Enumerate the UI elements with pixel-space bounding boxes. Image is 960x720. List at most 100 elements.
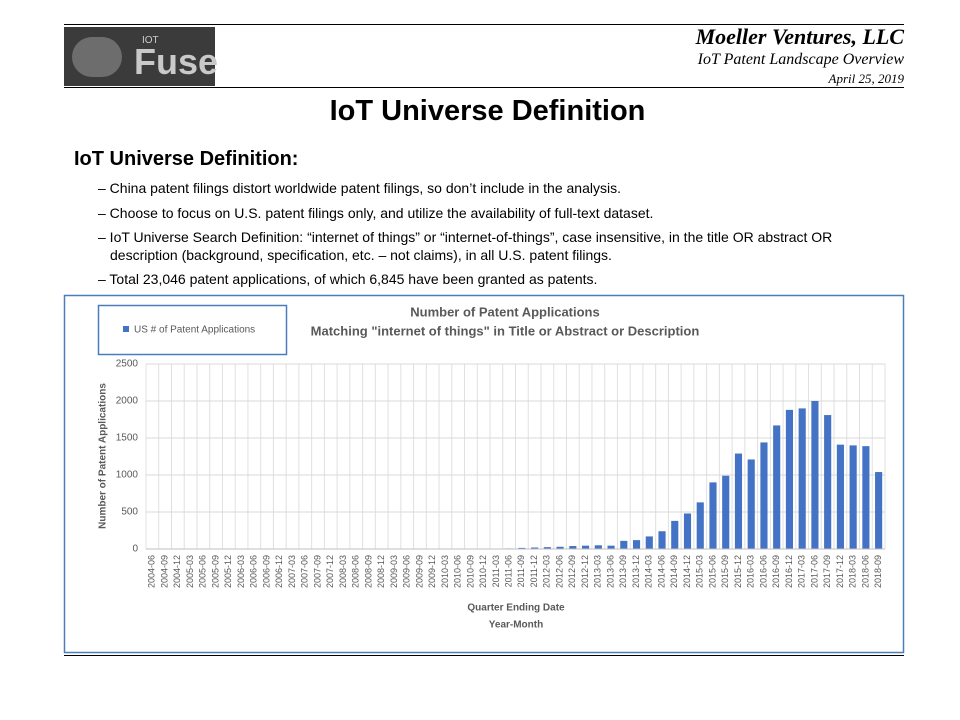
x-tick-label: 2014-06	[656, 555, 666, 588]
x-tick-label: 2005-12	[223, 555, 233, 588]
x-tick-label: 2006-09	[261, 555, 271, 588]
y-axis-label: Number of Patent Applications	[98, 383, 109, 529]
legend-box	[97, 304, 288, 356]
slide-title: IoT Universe Definition	[329, 95, 646, 127]
section-heading: IoT Universe Definition:	[74, 148, 299, 170]
x-tick-label: 2009-06	[402, 555, 412, 588]
bar	[594, 545, 602, 549]
x-tick-label: 2010-09	[465, 555, 475, 588]
x-tick-label: 2007-06	[300, 555, 310, 588]
date: April 25, 2019	[828, 71, 904, 86]
bar	[862, 446, 870, 549]
bar	[632, 540, 641, 549]
bar	[645, 536, 653, 549]
bar	[709, 482, 717, 549]
x-tick-label: 2011-06	[504, 555, 514, 587]
y-tick-label: 2000	[116, 396, 139, 407]
x-tick-label: 2008-06	[351, 555, 361, 588]
bar	[569, 546, 577, 549]
y-tick-label: 1000	[116, 470, 139, 481]
bar	[773, 425, 781, 549]
x-tick-label: 2011-03	[491, 555, 501, 587]
x-tick-label: 2010-03	[440, 555, 450, 588]
logo-gears	[72, 37, 122, 77]
x-tick-label: 2010-12	[478, 555, 488, 588]
x-tick-label: 2014-12	[682, 555, 692, 588]
bar	[798, 408, 806, 549]
x-tick-label: 2005-03	[185, 555, 195, 588]
chart-title: Matching "internet of things" in Title o…	[311, 323, 700, 338]
x-tick-label: 2005-09	[210, 555, 220, 588]
x-tick-label: 2014-03	[644, 555, 654, 588]
x-tick-label: 2017-03	[797, 555, 807, 588]
bar	[785, 409, 794, 549]
x-tick-label: 2007-12	[325, 555, 335, 588]
x-tick-label: 2013-06	[605, 555, 615, 588]
x-tick-label: 2016-12	[784, 555, 794, 588]
x-tick-label: 2012-12	[580, 555, 590, 588]
x-tick-label: 2009-03	[389, 555, 399, 588]
x-axis-label: Quarter Ending Date	[467, 603, 565, 614]
x-tick-label: 2016-03	[746, 555, 756, 588]
bullet: – IoT Universe Search Definition: “inter…	[98, 229, 833, 263]
x-tick-label: 2014-09	[669, 555, 679, 588]
x-tick-label: 2007-09	[312, 555, 322, 588]
x-tick-label: 2004-06	[147, 555, 157, 588]
header-rule	[64, 24, 904, 25]
bar	[607, 545, 615, 549]
bar	[811, 401, 819, 549]
x-tick-label: 2013-09	[618, 555, 628, 588]
bar	[543, 547, 551, 549]
company: Moeller Ventures, LLC	[695, 24, 904, 49]
bar	[824, 415, 832, 549]
bar	[531, 547, 539, 549]
x-tick-label: 2016-06	[758, 555, 768, 588]
x-axis-label: Year-Month	[489, 620, 543, 631]
bar	[620, 540, 628, 549]
x-tick-label: 2012-09	[567, 555, 577, 588]
x-tick-label: 2018-03	[848, 555, 858, 588]
footer-rule	[64, 655, 904, 656]
x-tick-label: 2008-09	[363, 555, 373, 588]
bar	[722, 475, 730, 549]
x-tick-label: 2005-06	[198, 555, 208, 588]
bar	[747, 459, 755, 549]
bullet: – Total 23,046 patent applications, of w…	[98, 271, 598, 287]
bar	[836, 444, 844, 549]
x-tick-label: 2015-12	[733, 555, 743, 588]
header-rule	[64, 87, 904, 88]
x-tick-label: 2015-03	[695, 555, 705, 588]
x-tick-label: 2007-03	[287, 555, 297, 588]
bar	[556, 546, 564, 549]
x-tick-label: 2018-09	[873, 555, 883, 588]
x-tick-label: 2008-03	[338, 555, 348, 588]
bar	[696, 502, 704, 549]
x-tick-label: 2004-09	[159, 555, 169, 588]
x-tick-label: 2015-06	[707, 555, 717, 588]
x-tick-label: 2016-09	[771, 555, 781, 588]
bar	[849, 445, 857, 549]
x-tick-label: 2013-12	[631, 555, 641, 588]
x-tick-label: 2017-12	[835, 555, 845, 588]
subtitle: IoT Patent Landscape Overview	[697, 51, 904, 68]
y-tick-label: 2500	[116, 359, 139, 370]
bar	[734, 453, 743, 549]
legend-label: US # of Patent Applications	[134, 325, 255, 336]
y-tick-label: 0	[132, 544, 138, 555]
chart-title: Number of Patent Applications	[410, 304, 599, 319]
bar	[582, 545, 590, 549]
x-tick-label: 2010-06	[453, 555, 463, 588]
bullet: – Choose to focus on U.S. patent filings…	[98, 205, 654, 221]
y-tick-label: 500	[121, 507, 138, 518]
bar	[760, 442, 768, 549]
legend-swatch	[123, 326, 129, 332]
logo: IOT Fuse	[64, 27, 218, 86]
bar	[658, 531, 666, 549]
x-tick-label: 2011-12	[529, 555, 539, 587]
x-tick-label: 2018-06	[860, 555, 870, 588]
bar	[671, 520, 679, 549]
x-tick-label: 2012-06	[554, 555, 564, 588]
x-tick-label: 2006-06	[249, 555, 259, 588]
